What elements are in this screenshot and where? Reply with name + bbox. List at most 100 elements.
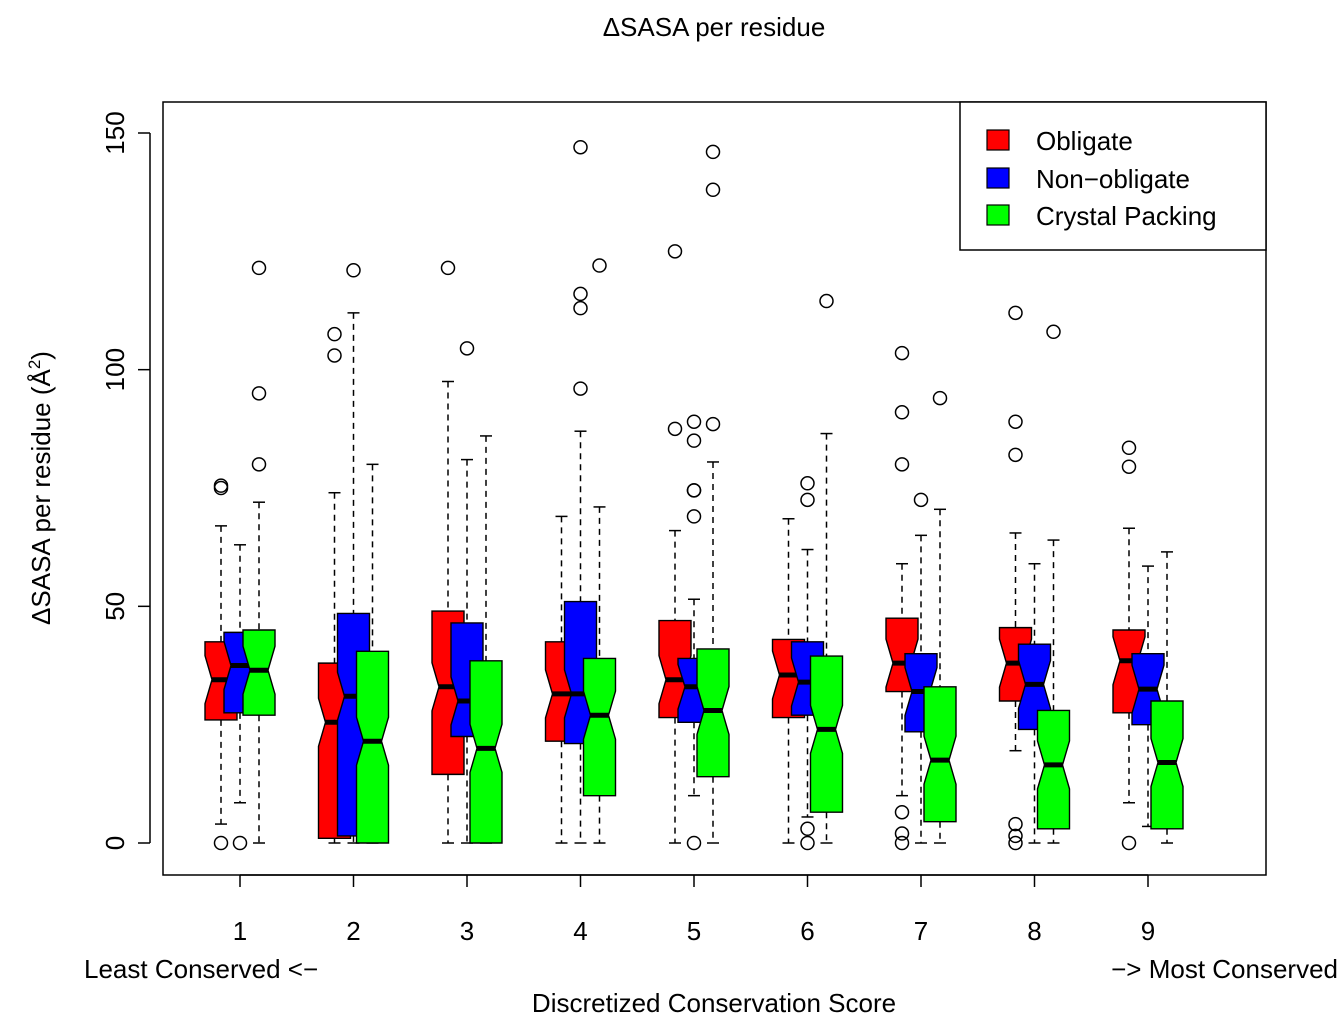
outlier-point <box>573 139 588 155</box>
outlier-point <box>1121 835 1137 851</box>
outlier-point <box>327 326 342 342</box>
box-crystal-packing-3 <box>469 435 503 844</box>
outlier-point <box>686 414 702 429</box>
outlier-point <box>573 286 588 302</box>
box-body <box>923 686 957 823</box>
outlier-point <box>686 835 702 851</box>
box-crystal-packing-4 <box>582 258 617 844</box>
x-tick-label: 7 <box>914 916 928 946</box>
outlier-point <box>894 345 910 361</box>
outlier-point <box>1008 305 1023 321</box>
outlier-point <box>705 182 721 198</box>
outlier-point <box>667 244 683 259</box>
outlier-point <box>1008 828 1023 844</box>
legend: Obligate Non−obligate Crystal Packing <box>959 101 1267 251</box>
x-tick-label: 9 <box>1141 916 1155 946</box>
x-note-right: −> Most Conserved <box>1111 954 1338 984</box>
outlier-point <box>894 804 910 820</box>
legend-swatch-obligate <box>986 129 1010 151</box>
outlier-point <box>1121 459 1137 474</box>
box-body <box>355 650 390 844</box>
y-axis-label: ΔSASA per residue (Å2) <box>25 351 56 625</box>
outlier-point <box>667 421 683 437</box>
outlier-point <box>459 341 475 356</box>
outlier-point <box>800 835 815 851</box>
y-tick-label: 100 <box>100 348 130 391</box>
outlier-point <box>251 457 267 472</box>
y-axis: 0 50 100 150 <box>100 111 151 850</box>
outlier-point <box>932 390 948 406</box>
outlier-point <box>819 293 834 309</box>
outlier-point <box>894 835 910 851</box>
outlier-point <box>213 835 229 851</box>
box-crystal-packing-9 <box>1150 551 1184 844</box>
outlier-point <box>800 492 815 508</box>
outlier-point <box>327 348 342 363</box>
x-tick-label: 8 <box>1027 916 1041 946</box>
box-crystal-packing-6 <box>809 293 844 844</box>
box-body <box>1036 709 1071 830</box>
y-tick-label: 50 <box>100 592 130 621</box>
legend-label-obligate: Obligate <box>1036 126 1133 156</box>
box-crystal-packing-2 <box>355 463 390 844</box>
legend-swatch-non-obligate <box>986 167 1010 189</box>
outlier-point <box>1008 414 1023 429</box>
outlier-point <box>800 476 815 491</box>
box-body <box>582 657 617 797</box>
legend-frame <box>959 101 1267 251</box>
outlier-point <box>573 300 588 316</box>
y-axis-label-close: ) <box>26 351 56 360</box>
outlier-point <box>894 457 910 472</box>
x-axis: 1 2 3 4 5 6 7 8 9 <box>233 874 1155 946</box>
x-tick-label: 1 <box>233 916 247 946</box>
x-axis-label: Discretized Conservation Score <box>532 988 896 1015</box>
outlier-point <box>1046 324 1061 340</box>
outlier-point <box>686 433 702 448</box>
x-tick-label: 3 <box>460 916 474 946</box>
outlier-point <box>251 260 267 276</box>
outlier-point <box>686 509 702 524</box>
outlier-point <box>592 258 607 273</box>
outlier-point <box>894 405 910 420</box>
outlier-point <box>1008 835 1023 851</box>
outlier-point <box>346 263 361 278</box>
y-tick-label: 0 <box>100 836 130 850</box>
y-axis-label-main: ΔSASA per residue (Å <box>26 369 56 625</box>
box-obligate-7 <box>885 345 919 851</box>
outlier-point <box>251 386 267 401</box>
box-obligate-8 <box>998 305 1033 851</box>
box-body <box>809 655 844 813</box>
y-axis-label-superscript: 2 <box>25 360 44 369</box>
outlier-point <box>232 835 248 851</box>
x-tick-label: 2 <box>346 916 360 946</box>
outlier-point <box>213 478 229 493</box>
outlier-point <box>1008 447 1023 463</box>
x-tick-label: 5 <box>687 916 701 946</box>
box-crystal-packing-8 <box>1036 324 1071 844</box>
box-obligate-5 <box>658 244 692 844</box>
x-note-left: Least Conserved <− <box>84 954 318 984</box>
outlier-point <box>705 144 721 160</box>
outlier-point <box>440 260 456 276</box>
outlier-point <box>705 416 721 432</box>
outlier-point <box>686 483 702 498</box>
box-obligate-9 <box>1112 440 1146 851</box>
box-obligate-3 <box>431 260 465 844</box>
x-tick-label: 4 <box>573 916 587 946</box>
boxplot-groups <box>204 139 1184 851</box>
outlier-point <box>573 381 588 396</box>
legend-label-non-obligate: Non−obligate <box>1036 164 1190 194</box>
outlier-point <box>894 826 910 841</box>
chart-title: ΔSASA per residue <box>603 12 826 42</box>
x-tick-label: 6 <box>800 916 814 946</box>
box-body <box>469 660 503 844</box>
box-crystal-packing-1 <box>242 260 276 844</box>
box-crystal-packing-5 <box>696 144 730 844</box>
legend-label-crystal-packing: Crystal Packing <box>1036 201 1217 231</box>
outlier-point <box>1121 440 1137 456</box>
outlier-point <box>1008 816 1023 832</box>
outlier-point <box>913 492 929 508</box>
legend-swatch-crystal-packing <box>986 204 1010 226</box>
outlier-point <box>800 821 815 837</box>
